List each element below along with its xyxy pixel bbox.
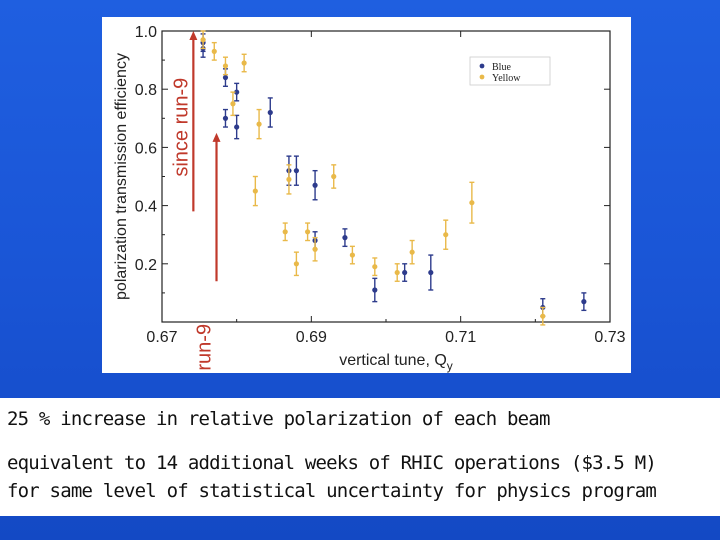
data-point-blue [342,235,348,241]
data-point-yellow [286,176,292,183]
chart-panel: 0.2 0.4 0.6 0.8 1.0 0.67 0.69 0.71 0.73 vertical … [102,17,631,373]
x-tick-label: 0.71 [445,329,476,346]
data-point-blue [581,299,587,305]
legend-box [469,56,551,86]
x-tick-label: 0.67 [146,329,177,346]
data-point-yellow [469,200,475,206]
data-point-yellow [305,229,311,235]
x-tick-label: 0.69 [296,329,327,346]
x-axis-label-subscript: y [447,359,453,373]
data-point-blue [312,182,318,188]
data-point-yellow [293,261,299,267]
data-point-yellow [349,252,355,258]
summary-line-2: equivalent to 14 additional weeks of RHI… [7,452,657,474]
data-point-blue [234,124,240,130]
annotation-label: since run-9 [170,78,192,177]
y-tick-label: 1.0 [135,24,157,41]
chart-annotations: since run-9 run-9 [170,31,221,371]
y-axis-label: polarization transmission efficiency [113,53,130,300]
data-point-blue [267,109,273,116]
data-point-yellow [331,173,337,180]
y-tick-label: 0.8 [135,82,157,99]
data-point-yellow [200,37,206,43]
data-point-blue [428,269,434,276]
chart-axes: 0.2 0.4 0.6 0.8 1.0 0.67 0.69 0.71 0.73 vertical … [113,24,626,373]
data-point-yellow [312,246,318,252]
data-point-blue [293,168,299,174]
summary-text-panel: 25 % increase in relative polarization o… [0,398,720,516]
data-point-yellow [230,101,236,107]
data-point-yellow [372,264,378,270]
x-axis-label: vertical tune, Qy [339,352,453,373]
data-point-blue [222,115,229,121]
data-point-blue [234,89,240,95]
y-tick-label: 0.6 [135,140,157,157]
data-point-blue [402,269,408,276]
data-point-yellow [252,188,258,194]
y-tick-label: 0.4 [135,199,157,216]
data-point-yellow [394,269,400,276]
data-point-yellow [409,249,415,255]
annotation-arrowhead [189,31,198,40]
chart-points [200,30,587,326]
data-point-yellow [241,60,247,66]
data-point-yellow [256,121,262,127]
legend-label: Blue [492,62,511,73]
polarization-chart: 0.2 0.4 0.6 0.8 1.0 0.67 0.69 0.71 0.73 vertical … [113,24,626,373]
data-point-blue [222,74,229,81]
annotation-arrowhead [212,132,221,142]
data-point-yellow [211,48,217,54]
summary-line-3: for same level of statistical uncertaint… [7,480,657,502]
data-point-blue [372,287,378,293]
data-point-yellow [282,229,288,235]
data-point-yellow [540,313,546,319]
y-tick-label: 0.2 [135,257,157,274]
legend-label: Yellow [492,73,521,84]
annotation-label: run-9 [194,324,216,371]
legend-marker [479,63,485,69]
data-point-yellow [222,63,229,69]
x-tick-label: 0.73 [594,329,625,346]
summary-line-1: 25 % increase in relative polarization o… [7,408,550,430]
legend-marker [479,74,485,80]
data-point-yellow [443,232,449,238]
